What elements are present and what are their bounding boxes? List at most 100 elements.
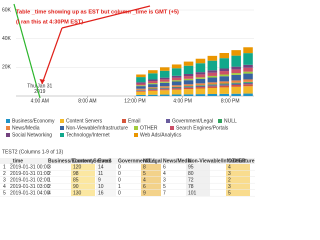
cell-bg [71,177,95,183]
table-cell: 2 [228,177,231,183]
annotation: (I ran this at 4:30PM EST) [16,19,83,25]
cell-bg [96,177,120,183]
table-cell: 101 [188,190,197,196]
cell-bg [116,170,140,177]
bar-segment [243,81,253,83]
bar-segment [148,94,158,96]
table-cell: 2019-01-31 03:00 [10,184,50,190]
table-cell: 3 [163,177,166,183]
bar-segment [207,60,218,71]
legend: Business/Economy Content Servers Email Gove… [6,118,237,138]
bar-segment [148,83,158,85]
bar-segment [136,82,146,84]
legend-swatch [134,126,138,130]
table-cell: 8 [143,164,146,170]
bar-segment [183,86,194,87]
bar-segment [148,90,158,95]
bar-segment [195,72,206,75]
legend-label: Non-Viewable/Infrastructure [66,125,128,131]
table-cell: 3 [3,177,6,183]
bar-segment [219,93,230,96]
table-cell: 0 [118,190,121,196]
bar-segment [159,89,170,91]
cell-bg [141,170,165,177]
table-cell: 1 [118,184,121,190]
table-cell: 3 [228,184,231,190]
bar-segment [195,83,206,86]
legend-swatch [122,119,126,123]
cell-bg [161,183,185,190]
bar-segment [183,94,194,96]
red-arrow-tail [61,5,151,29]
bar-segment [207,86,218,88]
table-header: Government/Legal [118,158,163,164]
bar-segment [171,81,182,86]
table-cell: 4 [143,177,146,183]
bar-segment [231,82,241,84]
legend-swatch [134,133,138,137]
bar-segment [243,47,253,54]
y-tick-label: 20K [2,65,12,71]
bar-segment [231,50,241,56]
bar-segment [159,87,170,89]
bar-segment [159,77,170,80]
cell-bg [226,183,250,190]
bar-segment [171,85,182,87]
bar-segment [195,63,206,73]
table-cell: 5 [163,184,166,190]
bar-segment [207,82,218,85]
bar-segment [231,74,241,81]
bar-segment [148,81,158,84]
bar-segment [243,86,253,94]
bar-segment [136,85,146,87]
table-cell: 4 [163,171,166,177]
bar-segment [231,93,241,96]
cell-bg [96,183,120,190]
table-cell: 11 [98,171,103,177]
bar-segment [136,77,146,83]
bar-segment [183,61,194,66]
bar-segment [171,77,182,81]
bar-segment [207,77,218,83]
bar-segment [183,78,194,81]
table-cell: 3 [48,164,51,170]
x-tick-label: 4:00 AM [31,98,49,104]
cell-bg [96,164,120,170]
cell-bg [186,183,210,190]
cell-bg [186,170,210,177]
table-cell: 9 [98,177,101,183]
bar-segment [171,87,182,89]
bar-segment [148,88,158,90]
y-tick-label: 60K [2,7,12,13]
bar-segment [231,66,241,70]
legend-swatch [60,126,64,130]
red-arrow [41,27,63,85]
bar-segment [159,82,170,87]
bar-segment [219,85,230,88]
bar-segment [159,81,170,83]
table-cell: 4 [228,164,231,170]
bar-segment [183,76,194,79]
bar-segment [136,83,146,86]
table-header: _time [9,158,23,164]
bar-segment [183,89,194,95]
bar-segment [219,81,230,84]
bar-segment [136,91,146,95]
table-cell: 2019-01-31 02:00 [10,177,50,183]
bar-segment [243,82,253,85]
bar-segment [159,79,170,82]
bar-segment [148,84,158,88]
cell-bg [96,170,120,177]
x-tick-label: 12:00 PM [124,98,145,104]
bar-segment [243,71,253,74]
chart: 20K 40K 60K 4:00 AM 8:00 AM 12:00 PM 4:00 PM 8:… [2,7,254,104]
cell-bg [71,164,95,170]
cell-bg [116,183,140,190]
bar-segment [207,75,218,78]
bar-segment [207,87,218,94]
table-cell: 7 [163,190,166,196]
bar-segment [136,74,146,78]
bar-segment [136,86,146,89]
legend-swatch [6,126,10,130]
bar-segment [231,83,241,85]
